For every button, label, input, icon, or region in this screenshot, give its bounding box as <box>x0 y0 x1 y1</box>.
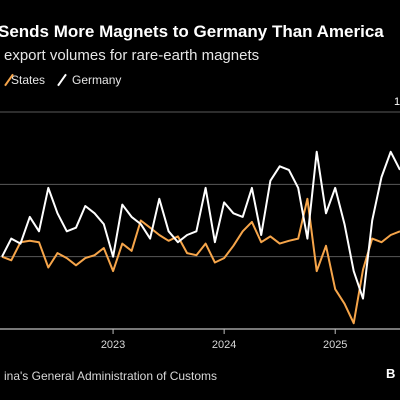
y-tick-labels: 1 <box>394 96 400 108</box>
x-tick-label-2025: 2025 <box>323 339 347 351</box>
series-line-germany <box>1 150 400 300</box>
grid-lines <box>0 111 400 330</box>
series-line-states <box>1 197 400 325</box>
brand-mark: B <box>386 366 396 381</box>
legend-item-states: States <box>4 73 45 87</box>
legend-label-states: States <box>11 73 46 87</box>
chart-subtitle: export volumes for rare-earth magnets <box>4 47 260 64</box>
legend-item-germany: Germany <box>57 73 121 87</box>
chart-title: Sends More Magnets to Germany Than Ameri… <box>0 22 384 41</box>
x-tick-label-2024: 2024 <box>212 339 236 351</box>
legend-label-germany: Germany <box>72 73 122 87</box>
series-lines <box>1 150 400 325</box>
x-tick-label-2023: 2023 <box>101 339 125 351</box>
chart-legend: States Germany <box>4 73 133 87</box>
source-note: ina's General Administration of Customs <box>4 369 218 383</box>
y-tick-label-3: 1 <box>394 96 400 108</box>
x-axis-ticks: 2023 2024 2025 <box>101 329 347 351</box>
